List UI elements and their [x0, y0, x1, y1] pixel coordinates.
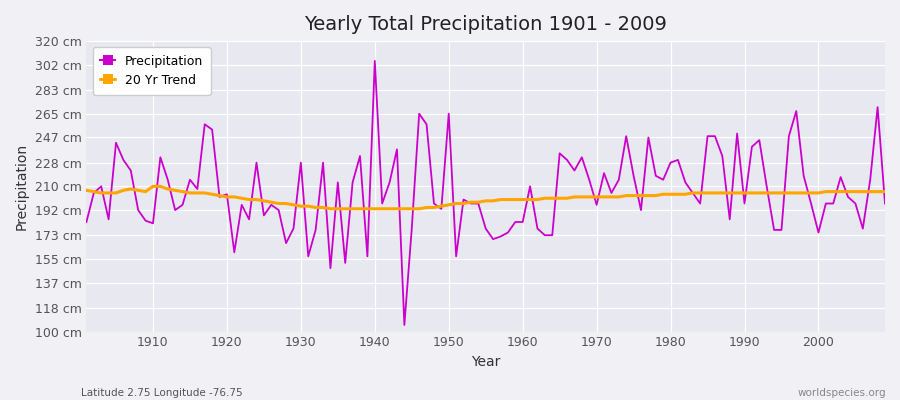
Precipitation — [369, 58, 380, 63]
Precipitation — [347, 180, 358, 185]
20 Yr Trend — [140, 189, 151, 194]
Precipitation — [879, 201, 890, 206]
Precipitation — [302, 254, 313, 259]
20 Yr Trend — [148, 184, 158, 189]
20 Yr Trend — [362, 206, 373, 211]
Line: 20 Yr Trend: 20 Yr Trend — [86, 186, 885, 209]
20 Yr Trend — [525, 197, 535, 202]
Text: Latitude 2.75 Longitude -76.75: Latitude 2.75 Longitude -76.75 — [81, 388, 243, 398]
20 Yr Trend — [310, 205, 321, 210]
Text: worldspecies.org: worldspecies.org — [798, 388, 886, 398]
20 Yr Trend — [532, 197, 543, 202]
Precipitation — [140, 218, 151, 223]
Precipitation — [81, 220, 92, 224]
Line: Precipitation: Precipitation — [86, 61, 885, 325]
X-axis label: Year: Year — [471, 355, 500, 369]
20 Yr Trend — [81, 188, 92, 193]
20 Yr Trend — [325, 206, 336, 211]
Legend: Precipitation, 20 Yr Trend: Precipitation, 20 Yr Trend — [93, 47, 211, 95]
Precipitation — [399, 322, 410, 327]
Title: Yearly Total Precipitation 1901 - 2009: Yearly Total Precipitation 1901 - 2009 — [304, 15, 667, 34]
20 Yr Trend — [879, 189, 890, 194]
Precipitation — [525, 184, 535, 189]
20 Yr Trend — [621, 193, 632, 198]
Precipitation — [532, 226, 543, 231]
Y-axis label: Precipitation: Precipitation — [15, 143, 29, 230]
Precipitation — [621, 134, 632, 138]
